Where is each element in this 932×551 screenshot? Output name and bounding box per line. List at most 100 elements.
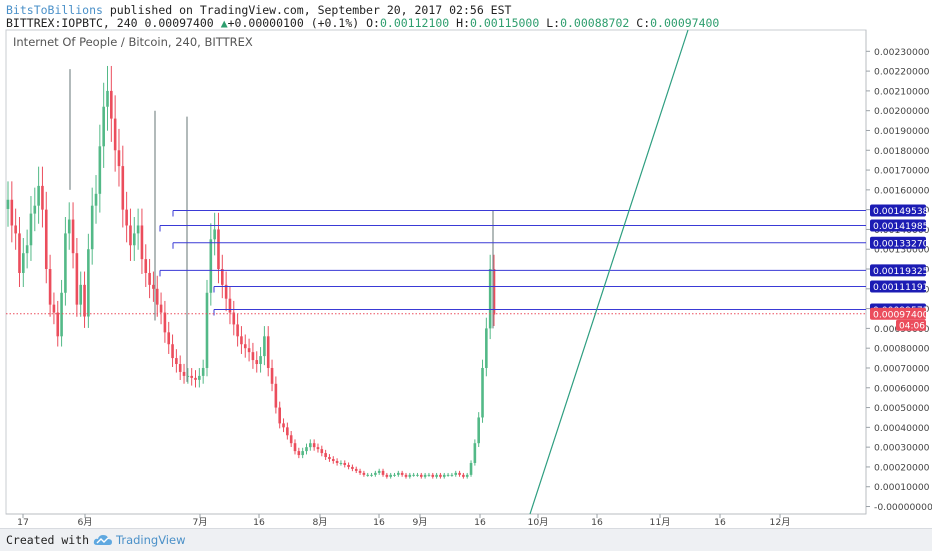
candle — [44, 191, 48, 284]
candle-body — [328, 457, 331, 460]
close-value: 0.00097400 — [650, 16, 720, 30]
candle — [14, 208, 17, 250]
candle-body — [220, 269, 224, 285]
candle-body — [71, 219, 75, 254]
candle — [251, 342, 255, 369]
candle-body — [213, 229, 216, 240]
candle — [320, 445, 324, 457]
candle — [465, 472, 469, 479]
level-price-tag — [870, 204, 926, 217]
price-tick-label: 0.00080000 — [874, 344, 930, 355]
candle-body — [52, 304, 56, 313]
candle-body — [201, 367, 205, 376]
candle-body — [67, 219, 71, 234]
candle — [132, 217, 136, 261]
candle — [198, 368, 201, 388]
candle — [366, 472, 370, 477]
symbol-line: BITTREX:IOPBTC, 240 0.00097400 ▲+0.00000… — [6, 16, 719, 30]
candle-body — [194, 377, 197, 380]
candle — [83, 271, 86, 328]
candle-body — [458, 472, 461, 475]
candle-body — [366, 474, 370, 476]
candle-body — [140, 225, 144, 260]
candle-body — [473, 443, 477, 463]
candle — [282, 418, 285, 433]
candle-body — [488, 269, 492, 329]
candle — [247, 338, 251, 362]
candle-body — [44, 209, 48, 270]
candle — [194, 370, 197, 388]
candle — [404, 472, 408, 479]
level-price-tag — [870, 280, 926, 293]
candle-body — [412, 474, 415, 476]
candle-body — [335, 461, 339, 463]
time-tick-label: 10月 — [528, 517, 549, 528]
candle — [171, 334, 174, 367]
candle-body — [481, 367, 484, 418]
up-arrow-icon: ▲ — [220, 16, 228, 30]
candle-body — [190, 375, 193, 378]
price-chart[interactable]: 0.00230000 0.00220000 0.00210000 0.00200000… — [0, 0, 932, 528]
candle — [90, 187, 94, 265]
candle — [121, 145, 125, 228]
author-link[interactable]: BitsToBillions — [6, 3, 103, 17]
candle-body — [163, 312, 167, 333]
candle-body — [255, 360, 259, 365]
candle-body — [64, 233, 67, 293]
candle — [301, 447, 304, 459]
candle — [18, 217, 21, 287]
change-value: +0.00000100 (+0.1%) — [227, 16, 360, 30]
tradingview-brand-link[interactable]: TradingView — [116, 533, 186, 547]
candle-body — [400, 472, 404, 475]
created-with-text: Created with — [6, 533, 90, 547]
time-tick-label: 16 — [591, 517, 603, 528]
candle-body — [331, 459, 335, 461]
price-tick-label: 0.00180000 — [874, 146, 930, 157]
price-tick-label: 0.00030000 — [874, 443, 930, 454]
candle-body — [385, 474, 389, 477]
candle — [117, 128, 121, 187]
candle — [423, 472, 427, 479]
candle-body — [175, 358, 178, 365]
candle-body — [274, 383, 278, 408]
candle — [144, 244, 148, 287]
candle — [209, 223, 213, 306]
high-label: H: — [456, 16, 471, 30]
candle-body — [236, 324, 239, 337]
candle-body — [144, 259, 148, 273]
candle-body — [182, 371, 186, 376]
candle — [22, 237, 25, 287]
candle-body — [286, 427, 289, 436]
candle — [442, 472, 446, 479]
time-tick-label: 7月 — [192, 517, 207, 528]
level-price-tag — [870, 219, 926, 232]
candle — [60, 279, 63, 347]
candle — [224, 271, 228, 312]
price-tick-label: 0.00070000 — [874, 363, 930, 374]
candle-body — [397, 472, 400, 475]
candle-body — [297, 451, 301, 456]
candle-body — [171, 344, 174, 359]
candle-body — [324, 453, 327, 458]
candle — [400, 470, 404, 477]
candle — [182, 363, 186, 384]
candle — [427, 472, 431, 477]
candle — [37, 166, 40, 224]
price-tick-label: 0.00020000 — [874, 462, 930, 473]
candle-body — [309, 443, 312, 448]
candle — [488, 254, 492, 340]
candle-body — [6, 199, 10, 209]
candle — [477, 412, 480, 447]
candle-body — [442, 474, 446, 477]
candle-body — [121, 166, 125, 210]
candle — [213, 212, 216, 256]
time-tick-label: 16 — [714, 517, 726, 528]
price-tick-label: 0.00130000 — [874, 245, 930, 256]
level-price-tag — [870, 264, 926, 277]
candle-body — [37, 185, 40, 206]
candle-body — [408, 474, 412, 477]
candle-body — [178, 364, 182, 372]
open-value: 0.00112100 — [379, 16, 450, 30]
time-tick-label: 17 — [17, 517, 29, 528]
level-price-label: 0.00141985 — [873, 221, 929, 232]
